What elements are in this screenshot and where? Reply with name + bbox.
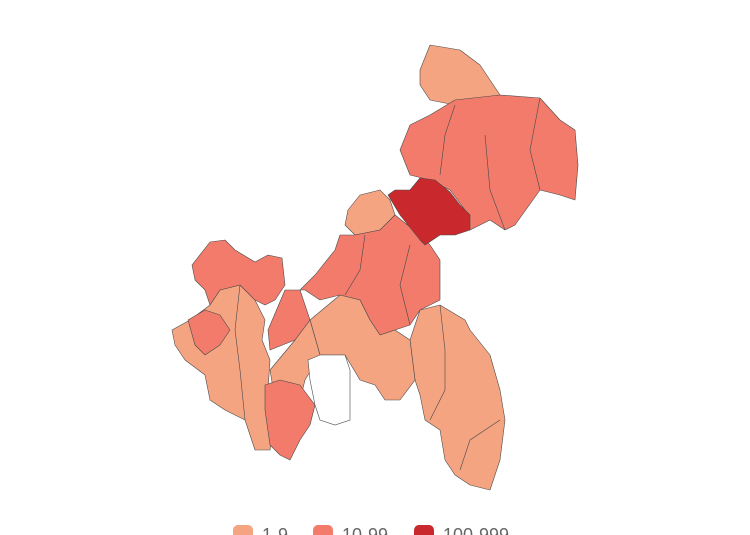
regions [171,44,579,491]
legend-label: 10-99 [342,525,388,535]
region-no-data [307,354,351,426]
legend-label: 100-999 [443,525,509,535]
region [191,239,286,306]
region [264,379,316,461]
border [459,419,501,471]
border [344,234,366,296]
legend-label: 1-9 [262,525,288,535]
border [439,104,456,176]
border [484,134,506,231]
border [529,97,541,191]
border [234,284,246,421]
border [429,304,446,421]
legend-swatch [313,525,333,535]
region [171,284,276,451]
region [419,44,501,106]
region [267,289,311,351]
legend-swatch [414,525,434,535]
region [399,94,579,231]
border [399,244,411,326]
legend-swatch [233,525,253,535]
region [309,294,416,401]
region [187,309,231,356]
region [409,304,506,491]
legend: 1-9 10-99 100-999 [233,525,509,535]
region [387,177,471,246]
